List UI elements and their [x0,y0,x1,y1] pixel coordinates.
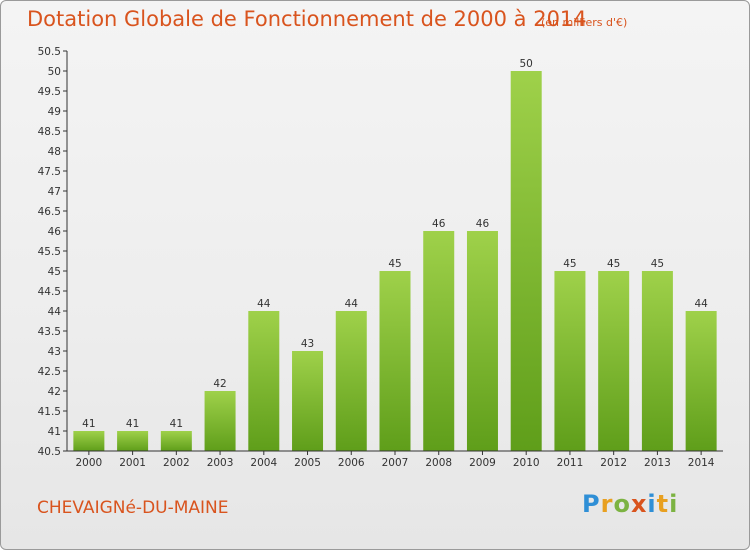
x-tick-label: 2007 [382,457,409,469]
y-tick-label: 41 [48,426,61,438]
logo-letter: i [647,490,657,518]
y-tick-label: 44 [48,306,62,318]
bar-2003 [204,391,236,451]
bar-2004 [248,311,280,451]
data-label: 46 [432,218,446,230]
x-tick-label: 2008 [425,457,452,469]
y-tick-label: 47.5 [38,166,61,178]
x-tick-label: 2010 [513,457,540,469]
data-label: 42 [213,378,226,390]
proxiti-logo: Proxiti [582,490,678,518]
y-tick-label: 45 [48,266,61,278]
bar-2001 [117,431,149,451]
bar-2013 [641,271,673,451]
y-tick-label: 41.5 [38,406,61,418]
bar-2009 [466,231,498,451]
x-tick-label: 2005 [294,457,321,469]
bar-2005 [292,351,324,451]
data-label: 45 [651,258,664,270]
data-label: 41 [82,418,95,430]
x-tick-label: 2003 [207,457,234,469]
x-tick-label: 2014 [688,457,715,469]
x-tick-label: 2013 [644,457,671,469]
data-label: 44 [257,298,271,310]
logo-letter: P [582,490,601,518]
y-tick-label: 50 [48,66,61,78]
logo-letter: t [656,490,670,518]
y-tick-label: 45.5 [38,246,61,258]
x-tick-label: 2001 [119,457,146,469]
data-label: 41 [170,418,183,430]
data-label: 44 [694,298,708,310]
data-label: 45 [607,258,620,270]
bar-2010 [510,71,542,451]
bar-2000 [73,431,105,451]
data-label: 46 [476,218,490,230]
y-tick-label: 48 [48,146,61,158]
x-tick-label: 2006 [338,457,365,469]
x-tick-label: 2012 [600,457,627,469]
y-tick-label: 43.5 [38,326,61,338]
y-tick-label: 46.5 [38,206,61,218]
y-tick-label: 44.5 [38,286,61,298]
y-tick-label: 46 [48,226,62,238]
bar-2006 [335,311,367,451]
chart-unit: (en milliers d'€) [541,16,628,29]
bar-2012 [598,271,630,451]
data-label: 50 [520,58,533,70]
y-tick-label: 43 [48,346,61,358]
bar-2011 [554,271,586,451]
y-tick-label: 47 [48,186,61,198]
y-tick-label: 49 [48,106,61,118]
bar-2002 [160,431,192,451]
data-label: 44 [345,298,359,310]
y-tick-label: 40.5 [38,446,61,458]
x-tick-label: 2009 [469,457,496,469]
commune-name: CHEVAIGNé-DU-MAINE [37,498,229,518]
y-tick-label: 49.5 [38,86,61,98]
logo-letter: x [630,490,648,518]
y-tick-label: 42.5 [38,366,61,378]
logo-letter: o [613,490,631,518]
x-tick-label: 2002 [163,457,190,469]
logo-letter: i [669,490,679,518]
chart-title: Dotation Globale de Fonctionnement de 20… [27,7,587,31]
y-tick-label: 48.5 [38,126,61,138]
x-tick-label: 2000 [75,457,102,469]
data-label: 45 [563,258,576,270]
bar-2014 [685,311,717,451]
logo-letter: r [600,490,614,518]
y-tick-label: 42 [48,386,61,398]
bar-2008 [423,231,455,451]
data-label: 41 [126,418,139,430]
x-tick-label: 2011 [557,457,584,469]
data-label: 45 [388,258,401,270]
data-label: 43 [301,338,314,350]
bar-2007 [379,271,411,451]
y-tick-label: 50.5 [38,46,61,58]
x-tick-label: 2004 [250,457,277,469]
